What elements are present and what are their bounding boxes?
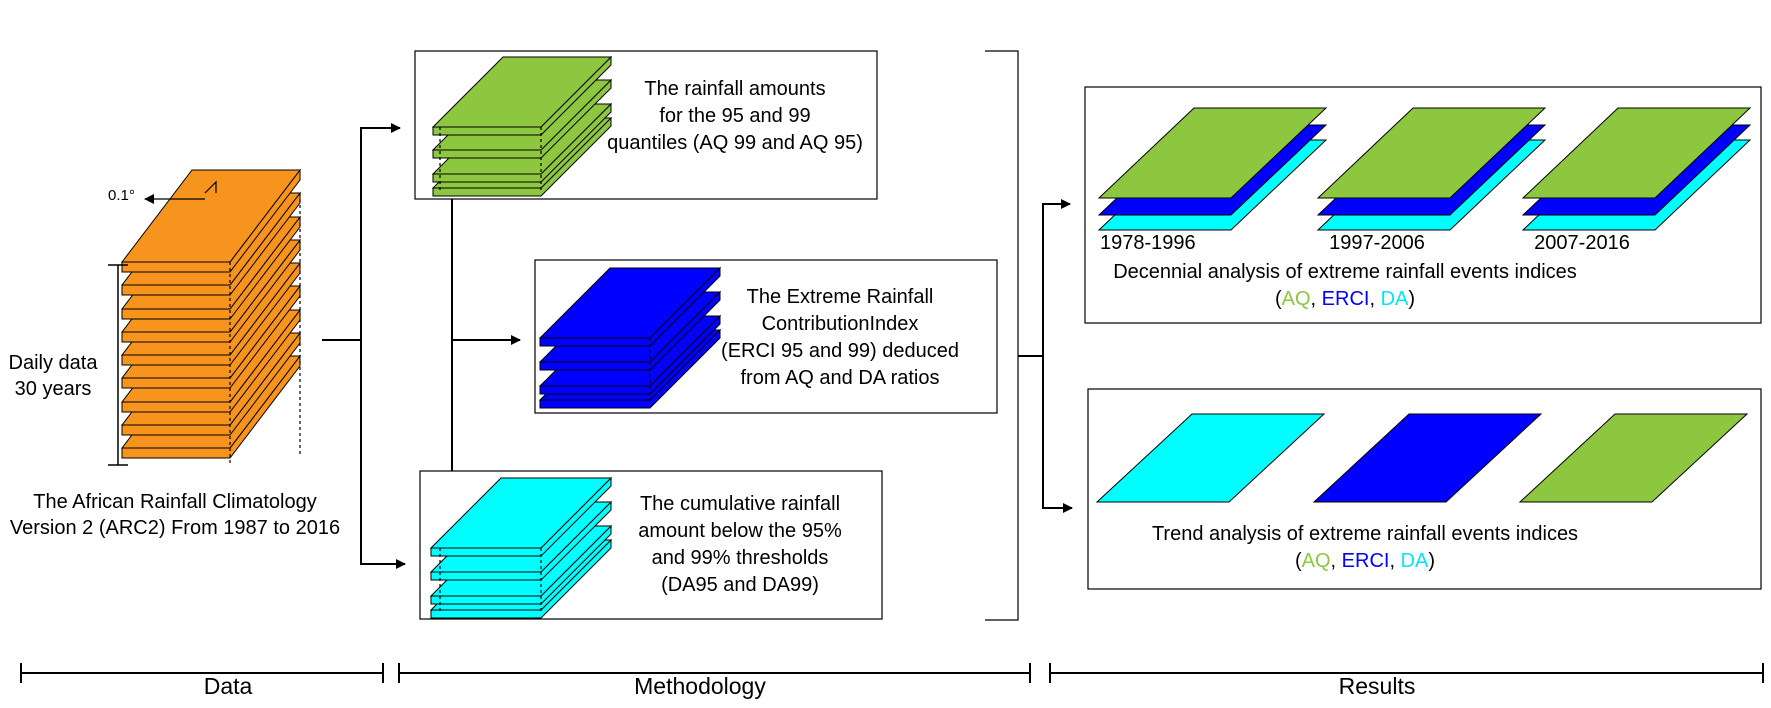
erci-box: [534, 259, 998, 414]
trend-analysis-title: Trend analysis of extreme rainfall event…: [1151, 523, 1579, 545]
layer-top: [538, 267, 722, 339]
layer-top: [1095, 413, 1326, 503]
aq-box: [414, 50, 878, 200]
grid-cell-marker: [204, 180, 217, 194]
trend-box: [1087, 388, 1762, 590]
legend-da: DA: [1380, 288, 1409, 310]
period-1-aq-layer: [1097, 107, 1328, 199]
stage-boxes: [414, 50, 1762, 620]
erci-description-line-3: (ERCI 95 and 99) deduced: [721, 340, 959, 362]
layer-top: [1521, 107, 1752, 199]
legend-close-paren: ): [1428, 550, 1436, 572]
layer-top: [431, 56, 613, 128]
trend-erci-layer: [1312, 413, 1543, 503]
legend-separator: ,: [1389, 550, 1401, 572]
aq-description-line-2: for the 95 and 99: [659, 105, 811, 127]
layer-top: [1097, 107, 1328, 199]
aq-description-line-3: quantiles (AQ 99 and AQ 95): [607, 132, 863, 154]
daily-data-label: Daily data: [8, 352, 98, 374]
decennial-box: [1084, 86, 1762, 324]
erci-description-line-4: from AQ and DA ratios: [740, 367, 940, 389]
resolution-label: 0.1°: [108, 187, 135, 204]
erci-description-line-1: The Extreme Rainfall: [746, 286, 934, 308]
stage-timeline: [20, 663, 1764, 683]
section-label-results: Results: [1338, 673, 1416, 699]
decennial-indices-legend: (AQ, ERCI, DA): [1080, 286, 1610, 312]
layer-top: [429, 477, 613, 549]
trend-da-layer: [1095, 413, 1326, 503]
trend-aq-layer: [1518, 413, 1749, 503]
trend-indices-legend: (AQ, ERCI, DA): [1100, 548, 1630, 574]
data-layer-stacks: [108, 55, 1752, 619]
da-description-line-2: amount below the 95%: [638, 520, 842, 542]
layer-top: [1312, 413, 1543, 503]
aq-description-line-1: The rainfall amounts: [644, 78, 826, 100]
legend-aq: AQ: [1281, 288, 1311, 310]
legend-separator: ,: [1310, 288, 1322, 310]
legend-erci: ERCI: [1321, 288, 1370, 310]
legend-da: DA: [1400, 550, 1429, 572]
layer-top: [1518, 413, 1749, 503]
period-label-2: 1997-2006: [1329, 232, 1425, 254]
period-3-aq-layer: [1521, 107, 1752, 199]
da-box: [419, 470, 883, 620]
period-label-3: 2007-2016: [1534, 232, 1630, 254]
da-description-line-1: The cumulative rainfall: [639, 493, 841, 515]
legend-open-paren: (: [1274, 288, 1282, 310]
legend-erci: ERCI: [1341, 550, 1390, 572]
erci-description-line-2: ContributionIndex: [761, 313, 919, 335]
layer-top: [120, 169, 302, 263]
dataset-title-line-1: The African Rainfall Climatology: [33, 491, 317, 513]
years-label: 30 years: [14, 378, 92, 400]
legend-open-paren: (: [1294, 550, 1302, 572]
legend-close-paren: ): [1408, 288, 1416, 310]
da-description-line-4: (DA95 and DA99): [661, 574, 819, 596]
period-label-1: 1978-1996: [1100, 232, 1196, 254]
da-description-line-3: and 99% thresholds: [651, 547, 829, 569]
legend-aq: AQ: [1301, 550, 1331, 572]
section-label-data: Data: [203, 673, 253, 699]
legend-separator: ,: [1330, 550, 1342, 572]
legend-separator: ,: [1369, 288, 1381, 310]
methodology-bracket: [985, 50, 1019, 621]
section-label-methodology: Methodology: [634, 673, 766, 699]
flow-connectors: [322, 50, 1073, 621]
erci-layer: [538, 266, 722, 347]
decennial-analysis-title: Decennial analysis of extreme rainfall e…: [1113, 261, 1577, 283]
period-2-aq-layer: [1316, 107, 1547, 199]
dataset-title-line-2: Version 2 (ARC2) From 1987 to 2016: [9, 517, 341, 539]
layer-top: [1316, 107, 1547, 199]
